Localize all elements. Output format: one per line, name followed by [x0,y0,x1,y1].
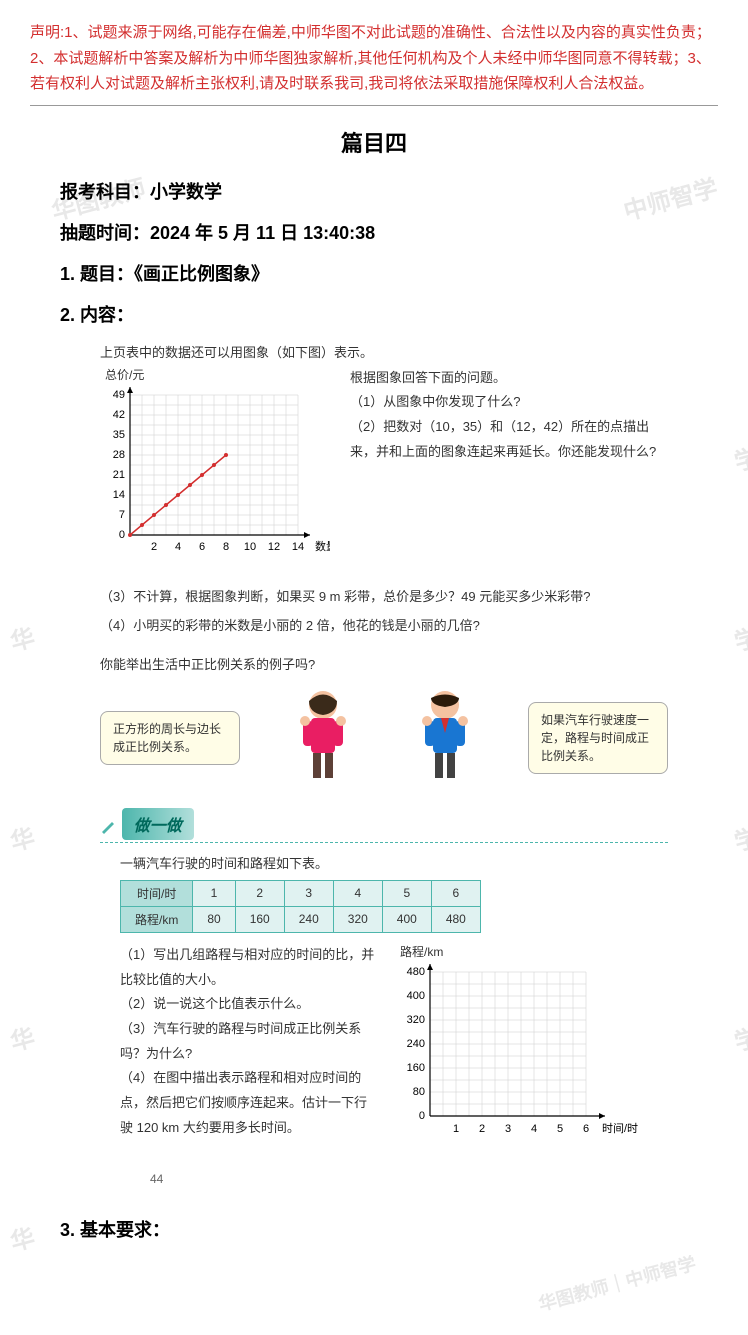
chart1-ylabel: 总价/元 [105,366,330,383]
subject-line: 报考科目：小学数学 [30,178,718,204]
svg-text:时间/时: 时间/时 [602,1122,638,1135]
svg-text:0: 0 [119,529,125,541]
ex-q1: （1）写出几组路程与相对应的时间的比，并比较比值的大小。 [120,943,375,992]
questions-right: 根据图象回答下面的问题。 （1）从图象中你发现了什么? （2）把数对（10，35… [350,366,668,575]
ex-q2: （2）说一说这个比值表示什么。 [120,992,375,1017]
svg-text:8: 8 [223,541,229,553]
svg-text:4: 4 [531,1123,537,1135]
svg-text:数量/m: 数量/m [315,540,330,553]
heading-1: 1. 题目：《画正比例图象》 [30,260,718,286]
bubble1: 正方形的周长与边长成正比例关系。 [100,711,240,765]
svg-text:10: 10 [244,541,256,553]
pencil-icon [100,818,118,836]
q-right-intro: 根据图象回答下面的问题。 [350,366,668,391]
q3: （3）不计算，根据图象判断，如果买 9 m 彩带，总价是多少？49 元能买多少米… [100,585,668,610]
divider [30,105,718,106]
svg-text:12: 12 [268,541,280,553]
svg-text:21: 21 [113,469,125,481]
svg-text:35: 35 [113,429,125,441]
q2: （2）把数对（10，35）和（12，42）所在的点描出来，并和上面的图象连起来再… [350,415,668,464]
chart2-ylabel: 路程/km [400,943,645,960]
example-prompt: 你能举出生活中正比例关系的例子吗? [100,654,668,673]
boy-icon [405,683,485,793]
svg-text:42: 42 [113,409,125,421]
svg-text:0: 0 [419,1110,425,1122]
svg-text:7: 7 [119,509,125,521]
time-line: 抽题时间：2024 年 5 月 11 日 13:40:38 [30,219,718,245]
textbook-content: 上页表中的数据还可以用图象（如下图）表示。 总价/元 [100,342,668,1186]
ex-q3: （3）汽车行驶的路程与时间成正比例关系吗？为什么? [120,1017,375,1066]
svg-text:1: 1 [453,1123,459,1135]
svg-text:2: 2 [151,541,157,553]
girl-icon [283,683,363,793]
table-intro: 一辆汽车行驶的时间和路程如下表。 [120,853,668,872]
svg-text:400: 400 [407,990,425,1002]
do-it-label: 做一做 [122,808,194,840]
data-table: 时间/时123456 路程/km80160240320400480 [120,880,481,933]
chart2-container: 路程/km [395,943,645,1162]
svg-text:14: 14 [292,541,304,553]
svg-text:14: 14 [113,489,125,501]
heading-2: 2. 内容： [30,301,718,327]
ex-q4: （4）在图中描出表示路程和相对应时间的点，然后把它们按顺序连起来。估计一下行驶 … [120,1066,375,1140]
svg-text:6: 6 [583,1123,589,1135]
svg-text:6: 6 [199,541,205,553]
svg-text:80: 80 [413,1086,425,1098]
svg-text:2: 2 [479,1123,485,1135]
svg-text:480: 480 [407,966,425,978]
do-it-section: 做一做 [100,808,668,842]
tb-intro: 上页表中的数据还可以用图象（如下图）表示。 [100,342,668,361]
chart1-container: 总价/元 [100,366,330,575]
svg-text:240: 240 [407,1038,425,1050]
chart1-svg: 0 7 14 21 28 35 42 49 2 4 6 8 10 [100,385,330,575]
chart2-svg: 0 80 160 240 320 400 480 1 2 3 4 5 6 时间/… [395,962,645,1162]
svg-text:320: 320 [407,1014,425,1026]
svg-text:3: 3 [505,1123,511,1135]
svg-text:49: 49 [113,389,125,401]
q4: （4）小明买的彩带的米数是小丽的 2 倍，他花的钱是小丽的几倍? [100,614,668,639]
svg-text:28: 28 [113,449,125,461]
bubble2: 如果汽车行驶速度一定，路程与时间成正比例关系。 [528,702,668,774]
exercise-questions: （1）写出几组路程与相对应的时间的比，并比较比值的大小。 （2）说一说这个比值表… [120,943,375,1162]
page-number: 44 [150,1172,668,1186]
svg-text:160: 160 [407,1062,425,1074]
dialogue-row: 正方形的周长与边长成正比例关系。 [100,683,668,793]
svg-text:4: 4 [175,541,181,553]
disclaimer-text: 声明:1、试题来源于网络,可能存在偏差,中师华图不对此试题的准确性、合法性以及内… [30,20,718,97]
heading-3: 3. 基本要求： [30,1216,718,1242]
section-title: 篇目四 [30,126,718,158]
q1: （1）从图象中你发现了什么? [350,390,668,415]
svg-text:5: 5 [557,1123,563,1135]
